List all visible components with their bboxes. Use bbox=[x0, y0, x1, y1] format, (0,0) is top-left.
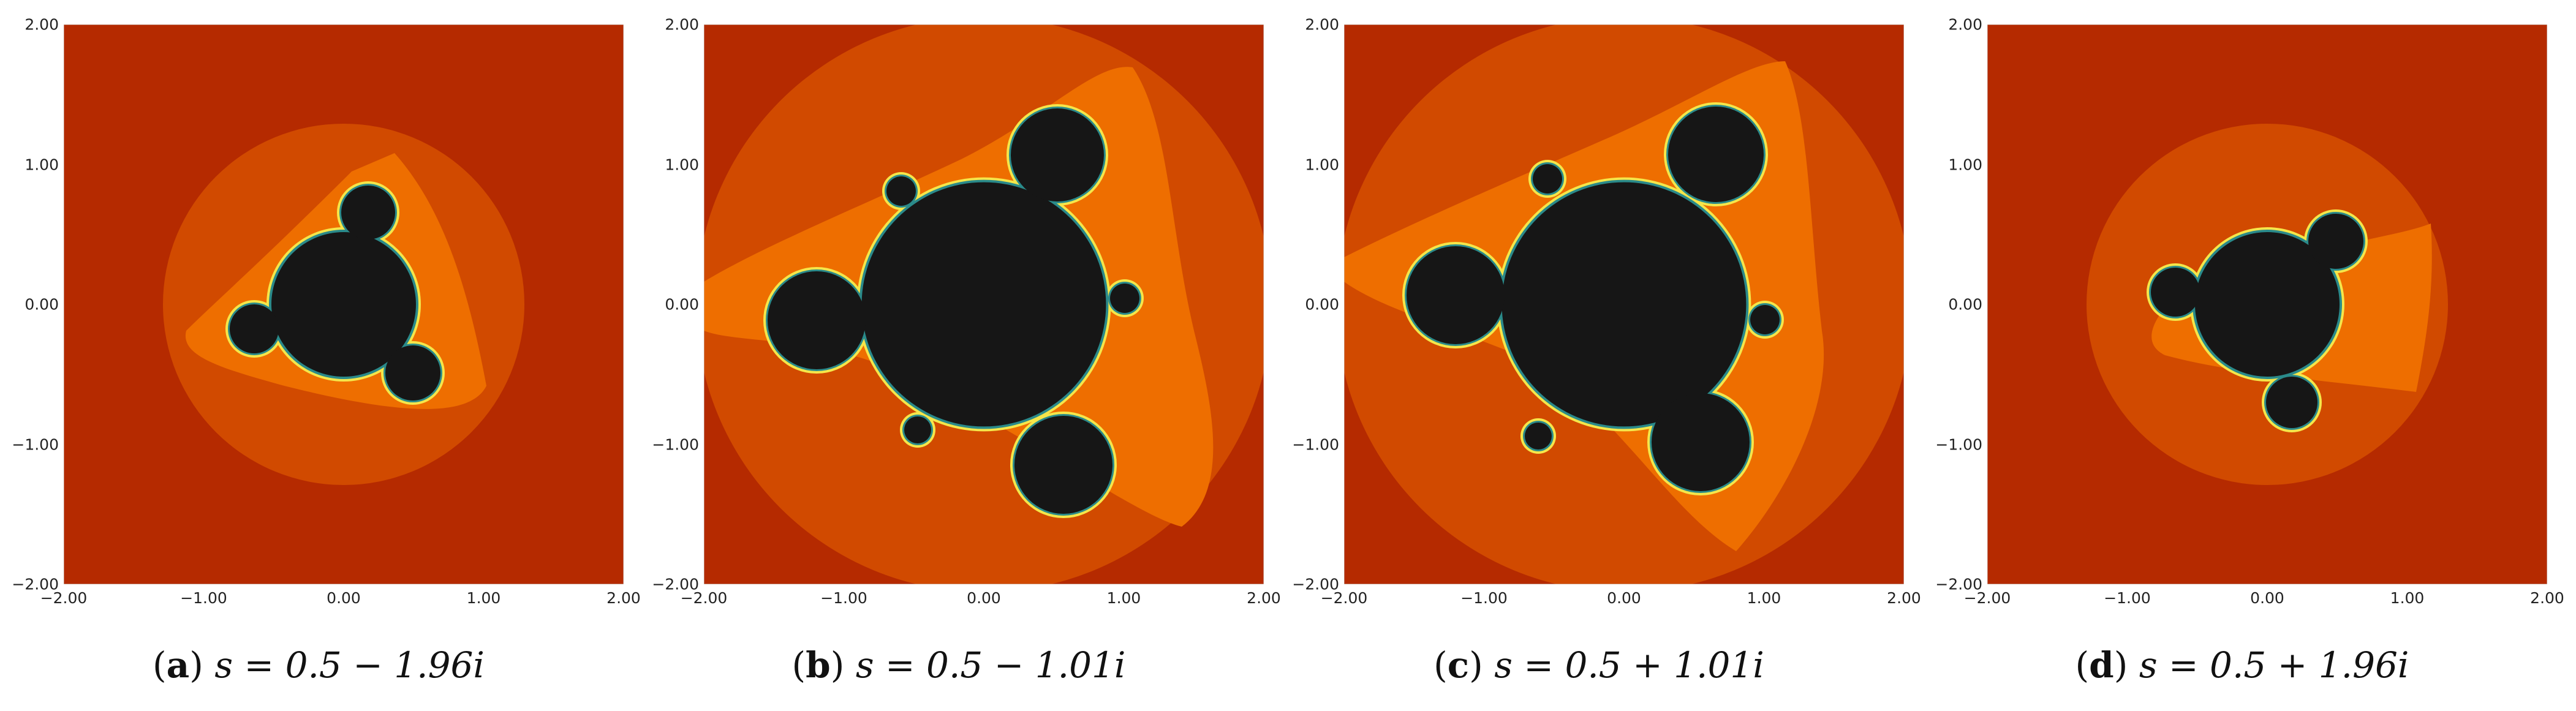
fractal-set bbox=[2147, 209, 2368, 432]
x-tick-label: −1.00 bbox=[180, 589, 227, 607]
x-tick-label: −2.00 bbox=[1320, 589, 1368, 607]
parameter-value: s = 0.5 + 1.01i bbox=[1494, 644, 1764, 686]
y-tick-label: 1.00 bbox=[25, 156, 59, 173]
subfigure-label: b bbox=[806, 644, 831, 686]
x-tick-label: 2.00 bbox=[1247, 589, 1281, 607]
fractal-plot bbox=[1344, 24, 1904, 584]
x-tick-label: 0.00 bbox=[1607, 589, 1641, 607]
subfigure-label: d bbox=[2089, 644, 2114, 686]
y-tick-label: 1.00 bbox=[1305, 156, 1339, 173]
subfigure-caption: (d) s = 0.5 + 1.96i bbox=[2075, 644, 2409, 686]
y-tick-label: 2.00 bbox=[1305, 15, 1339, 34]
y-tick-label: −2.00 bbox=[1935, 575, 1982, 593]
x-tick-label: −1.00 bbox=[820, 589, 867, 607]
fractal-image bbox=[704, 24, 1264, 584]
y-tick-label: 0.00 bbox=[1948, 295, 1982, 314]
y-tick-label: −2.00 bbox=[1292, 575, 1339, 593]
x-tick-label: 2.00 bbox=[606, 589, 641, 607]
fractal-set bbox=[763, 104, 1144, 518]
x-tick-label: 1.00 bbox=[1747, 589, 1781, 607]
fractal-image bbox=[1344, 24, 1904, 584]
panel-b: 2.00 1.00 0.00 −1.00 −2.00 −2.00 −1.00 0.00 1.00… bbox=[640, 0, 1280, 711]
subfigure-label: a bbox=[166, 644, 190, 686]
y-tick-label: 2.00 bbox=[1948, 15, 1982, 34]
fractal-set bbox=[1402, 102, 1784, 495]
x-tick-label: 0.00 bbox=[327, 589, 361, 607]
x-tick-label: 0.00 bbox=[967, 589, 1001, 607]
y-tick-label: −2.00 bbox=[652, 575, 699, 593]
y-tick-label: 0.00 bbox=[665, 295, 699, 314]
panel-a: 2.00 1.00 0.00 −1.00 −2.00 −2.00 −1.00 0.00 1.00… bbox=[0, 0, 640, 711]
x-tick-label: −1.00 bbox=[1460, 589, 1508, 607]
x-tick-label: 0.00 bbox=[2250, 589, 2284, 607]
subfigure-caption: (b) s = 0.5 − 1.01i bbox=[791, 644, 1126, 686]
x-tick-label: −2.00 bbox=[1963, 589, 2011, 607]
fractal-image bbox=[1987, 24, 2547, 584]
x-tick-label: −2.00 bbox=[680, 589, 728, 607]
x-tick-label: 1.00 bbox=[2390, 589, 2425, 607]
subfigure-caption: (a) s = 0.5 − 1.96i bbox=[153, 644, 485, 686]
y-tick-label: −2.00 bbox=[12, 575, 59, 593]
x-tick-label: 1.00 bbox=[1106, 589, 1141, 607]
fractal-plot bbox=[1987, 24, 2547, 584]
fractal-plot bbox=[64, 24, 624, 584]
parameter-value: s = 0.5 − 1.96i bbox=[214, 644, 485, 686]
fractal-plot bbox=[704, 24, 1264, 584]
y-tick-label: 0.00 bbox=[1305, 295, 1339, 314]
subfigure-caption: (c) s = 0.5 + 1.01i bbox=[1433, 644, 1764, 686]
fractal-set bbox=[225, 181, 445, 405]
y-tick-label: 2.00 bbox=[25, 15, 59, 34]
y-tick-label: 1.00 bbox=[665, 156, 699, 173]
subfigure-label: c bbox=[1447, 644, 1470, 686]
y-tick-label: −1.00 bbox=[1292, 435, 1339, 453]
y-tick-label: −1.00 bbox=[1935, 435, 1982, 453]
y-tick-label: 2.00 bbox=[665, 15, 699, 34]
y-tick-label: 1.00 bbox=[1948, 156, 1982, 173]
y-tick-label: −1.00 bbox=[12, 435, 59, 453]
fractal-image bbox=[64, 24, 624, 584]
y-tick-label: −1.00 bbox=[652, 435, 699, 453]
panel-c: 2.00 1.00 0.00 −1.00 −2.00 −2.00 −1.00 0.00 1.00… bbox=[1280, 0, 1921, 711]
panel-d: 2.00 1.00 0.00 −1.00 −2.00 −2.00 −1.00 0.00 1.00… bbox=[1924, 0, 2564, 711]
x-tick-label: −2.00 bbox=[40, 589, 88, 607]
x-tick-label: 2.00 bbox=[2530, 589, 2564, 607]
x-tick-label: 1.00 bbox=[466, 589, 501, 607]
parameter-value: s = 0.5 − 1.01i bbox=[855, 644, 1126, 686]
x-tick-label: 2.00 bbox=[1887, 589, 1921, 607]
y-tick-label: 0.00 bbox=[25, 295, 59, 314]
parameter-value: s = 0.5 + 1.96i bbox=[2139, 644, 2409, 686]
x-tick-label: −1.00 bbox=[2104, 589, 2151, 607]
